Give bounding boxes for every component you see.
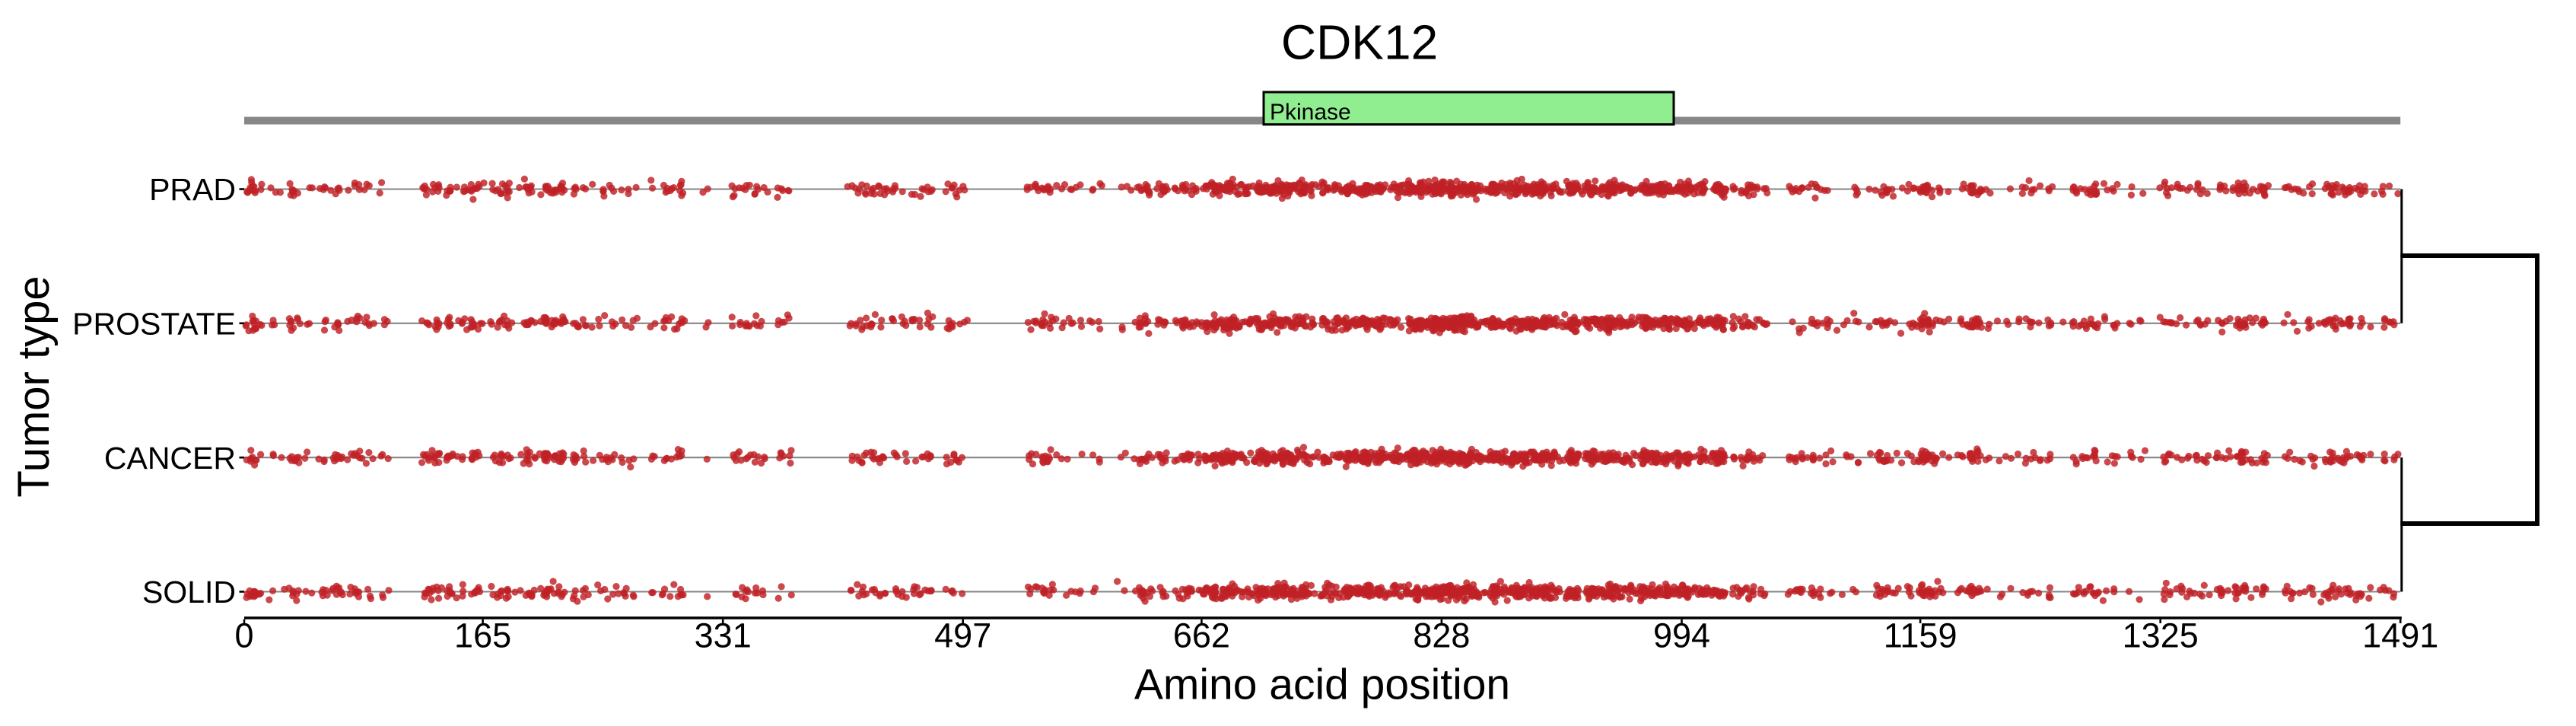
svg-text:1325: 1325 (2123, 616, 2199, 655)
svg-text:Pkinase: Pkinase (1270, 100, 1351, 125)
svg-text:1159: 1159 (1884, 616, 1957, 655)
svg-text:0: 0 (234, 616, 253, 655)
svg-text:662: 662 (1173, 616, 1230, 655)
svg-text:Amino acid position: Amino acid position (1134, 661, 1510, 709)
svg-text:SOLID: SOLID (142, 575, 236, 610)
svg-text:1491: 1491 (2362, 616, 2438, 655)
svg-text:497: 497 (934, 616, 991, 655)
svg-text:PROSTATE: PROSTATE (72, 307, 236, 342)
svg-text:828: 828 (1413, 616, 1470, 655)
svg-text:CANCER: CANCER (104, 441, 236, 476)
svg-text:PRAD: PRAD (149, 172, 236, 207)
svg-text:331: 331 (695, 616, 752, 655)
svg-text:Tumor type: Tumor type (9, 275, 59, 497)
svg-text:994: 994 (1653, 616, 1710, 655)
svg-text:165: 165 (454, 616, 511, 655)
svg-text:CDK12: CDK12 (1281, 15, 1438, 70)
